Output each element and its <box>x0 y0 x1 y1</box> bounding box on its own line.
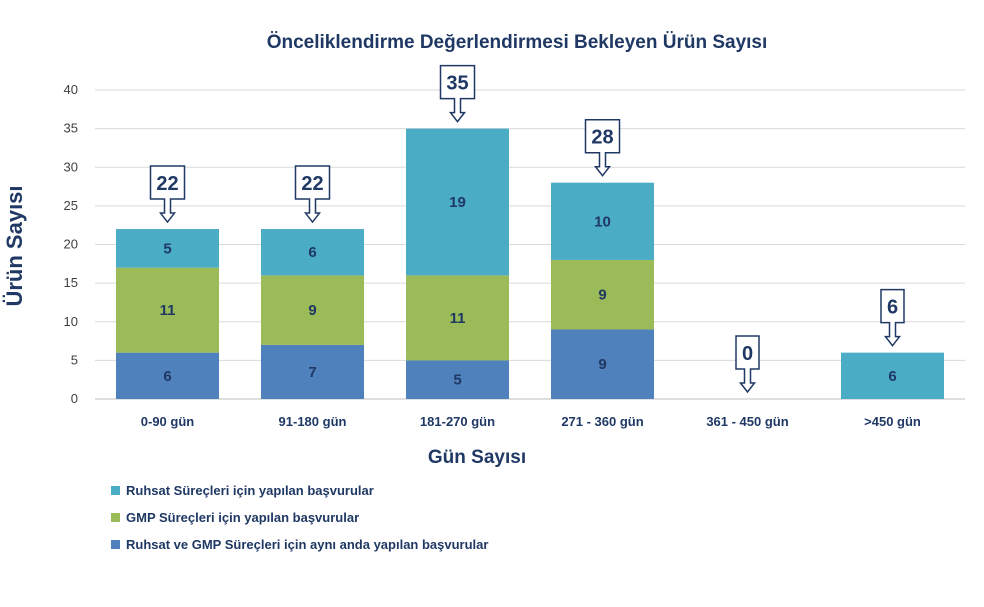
y-tick-label: 30 <box>64 159 78 174</box>
total-label: 6 <box>887 297 898 319</box>
data-label: 5 <box>453 372 461 389</box>
total-label: 22 <box>156 173 178 195</box>
x-tick-label: 361 - 450 gün <box>706 414 788 429</box>
total-callout-shape <box>149 165 186 224</box>
chart-title: Önceliklendirme Değerlendirmesi Bekleyen… <box>267 32 768 53</box>
y-tick-label: 5 <box>71 352 78 367</box>
total-label: 22 <box>301 173 323 195</box>
legend-entry: GMP Süreçleri için yapılan başvurular <box>126 510 359 525</box>
bar-segment <box>261 229 364 276</box>
bar-segment <box>551 329 654 399</box>
x-tick-label: 0-90 gün <box>141 414 195 429</box>
y-axis-label: Ürün Sayısı <box>2 185 27 306</box>
y-tick-labels: 0 5 10 15 20 25 30 35 40 <box>64 82 78 406</box>
legend-swatch <box>111 486 120 495</box>
data-label: 9 <box>598 356 606 373</box>
y-tick-label: 10 <box>64 314 78 329</box>
total-callout-shape <box>584 118 621 177</box>
total-callout-shape <box>880 288 905 347</box>
total-callouts: 22 22 35 28 0 6 <box>149 64 905 394</box>
data-label: 5 <box>163 240 171 257</box>
y-tick-label: 25 <box>64 198 78 213</box>
total-callout-shape <box>439 64 476 123</box>
data-label: 6 <box>308 244 316 261</box>
bar-segment <box>551 259 654 330</box>
y-tick-label: 15 <box>64 275 78 290</box>
data-label: 11 <box>450 310 466 327</box>
legend-swatch <box>111 513 120 522</box>
data-label: 11 <box>160 302 176 319</box>
x-tick-label: >450 gün <box>864 414 921 429</box>
data-label: 6 <box>163 368 171 385</box>
x-tick-labels: 0-90 gün 91-180 gün 181-270 gün 271 - 360 g… <box>141 414 921 429</box>
bar-segment <box>116 267 219 353</box>
legend: Ruhsat Süreçleri için yapılan başvurular… <box>111 483 488 552</box>
data-label: 19 <box>449 194 466 211</box>
legend-entry: Ruhsat ve GMP Süreçleri için aynı anda y… <box>126 537 488 552</box>
legend-entry: Ruhsat Süreçleri için yapılan başvurular <box>126 483 374 498</box>
bar-segment <box>406 128 509 276</box>
x-tick-label: 271 - 360 gün <box>561 414 643 429</box>
gridlines <box>95 89 965 400</box>
bar-segment <box>406 360 509 399</box>
legend-swatch <box>111 540 120 549</box>
bar-segment <box>551 182 654 260</box>
y-tick-label: 40 <box>64 82 78 97</box>
data-label: 10 <box>594 213 611 230</box>
data-label: 7 <box>308 364 316 381</box>
bar-segment <box>261 275 364 345</box>
bar-segment <box>116 352 219 399</box>
total-label: 0 <box>742 343 753 365</box>
data-label: 6 <box>888 368 896 385</box>
bar-segment <box>841 352 944 399</box>
x-axis-label: Gün Sayısı <box>428 447 526 468</box>
bars: 6 11 5 7 9 6 5 11 19 9 9 10 6 <box>116 128 944 399</box>
total-label: 28 <box>591 127 613 149</box>
y-tick-label: 20 <box>64 237 78 252</box>
total-callout-shape <box>735 335 760 394</box>
x-tick-label: 91-180 gün <box>279 414 347 429</box>
data-label: 9 <box>598 287 606 304</box>
total-label: 35 <box>446 73 468 95</box>
x-tick-label: 181-270 gün <box>420 414 495 429</box>
bar-segment <box>406 275 509 361</box>
y-tick-label: 0 <box>71 391 78 406</box>
y-tick-label: 35 <box>64 121 78 136</box>
bar-segment <box>116 229 219 268</box>
data-label: 9 <box>308 302 316 319</box>
total-callout-shape <box>294 165 331 224</box>
bar-segment <box>261 344 364 399</box>
